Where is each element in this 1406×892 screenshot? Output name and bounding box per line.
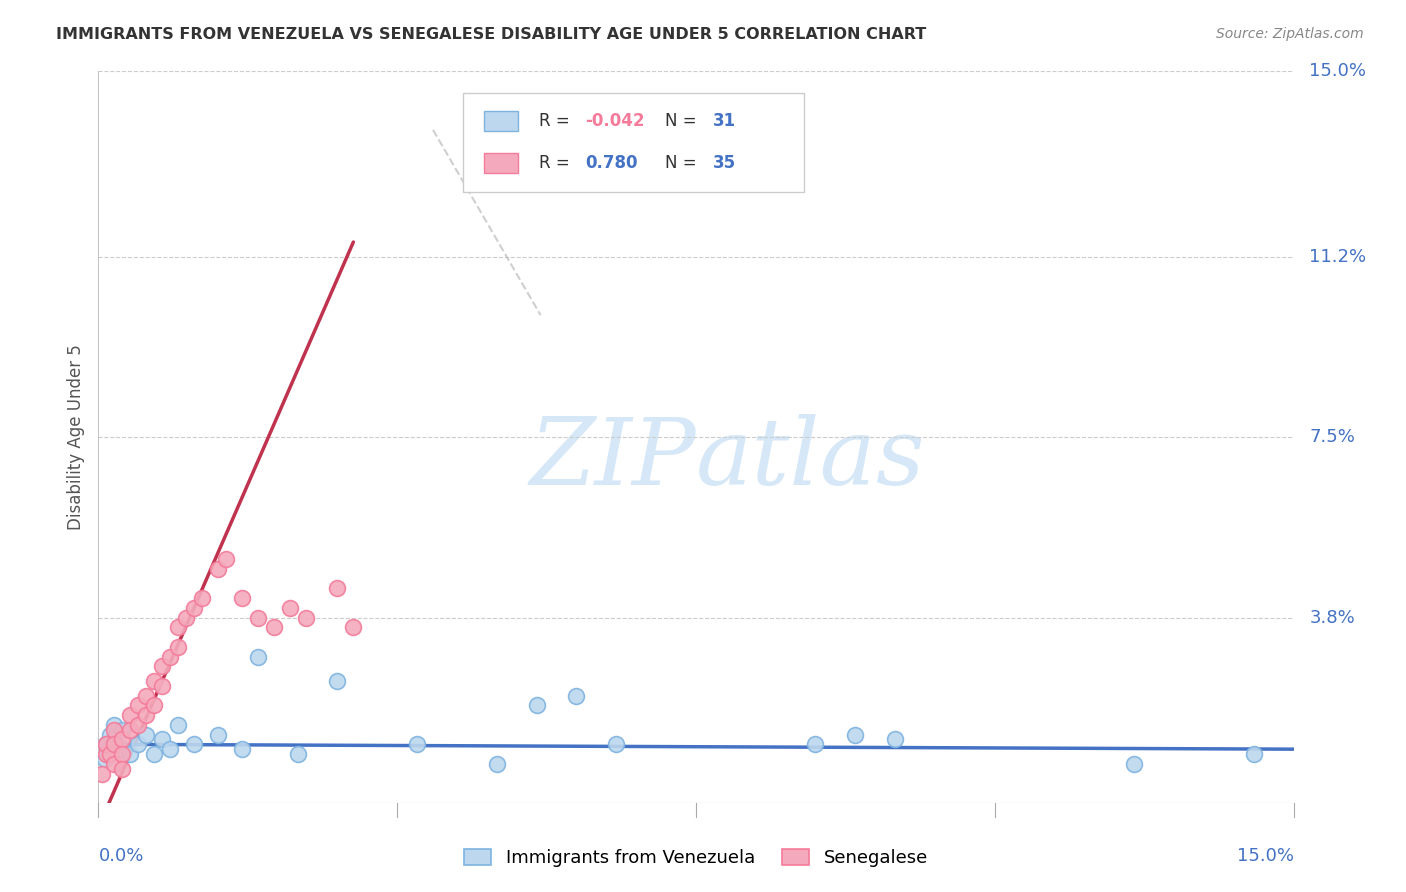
FancyBboxPatch shape: [485, 111, 517, 131]
Point: [150, 679, 173, 693]
Point: [1123, 756, 1146, 771]
Point: [150, 659, 173, 673]
Point: [174, 610, 197, 624]
Point: [143, 698, 166, 713]
Text: 0.780: 0.780: [585, 153, 637, 172]
Point: [804, 737, 827, 751]
Point: [884, 732, 907, 747]
Point: [111, 723, 134, 737]
Point: [159, 742, 181, 756]
Text: atlas: atlas: [696, 414, 925, 504]
Text: 3.8%: 3.8%: [1309, 608, 1355, 626]
Point: [98, 747, 122, 761]
Point: [120, 708, 142, 723]
Text: 35: 35: [713, 153, 735, 172]
Point: [97, 747, 120, 761]
Legend: Immigrants from Venezuela, Senegalese: Immigrants from Venezuela, Senegalese: [457, 841, 935, 874]
Point: [127, 737, 149, 751]
Point: [278, 600, 301, 615]
Text: IMMIGRANTS FROM VENEZUELA VS SENEGALESE DISABILITY AGE UNDER 5 CORRELATION CHART: IMMIGRANTS FROM VENEZUELA VS SENEGALESE …: [56, 27, 927, 42]
Point: [111, 742, 134, 756]
Text: ZIP: ZIP: [529, 414, 696, 504]
Point: [103, 718, 125, 732]
Point: [111, 732, 134, 747]
Point: [120, 747, 142, 761]
Point: [1243, 747, 1265, 761]
Text: 15.0%: 15.0%: [1309, 62, 1367, 80]
Point: [96, 737, 118, 751]
Point: [103, 732, 125, 747]
Point: [326, 673, 349, 688]
Text: 15.0%: 15.0%: [1236, 847, 1294, 864]
FancyBboxPatch shape: [463, 94, 804, 192]
Text: 0.0%: 0.0%: [98, 847, 143, 864]
Point: [96, 747, 118, 761]
Point: [191, 591, 214, 605]
Point: [844, 727, 866, 741]
Y-axis label: Disability Age Under 5: Disability Age Under 5: [66, 344, 84, 530]
Point: [111, 747, 134, 761]
Point: [605, 737, 627, 751]
Point: [103, 737, 125, 751]
Text: 11.2%: 11.2%: [1309, 248, 1367, 266]
Point: [94, 752, 117, 766]
FancyBboxPatch shape: [485, 153, 517, 173]
Point: [127, 698, 149, 713]
Text: Source: ZipAtlas.com: Source: ZipAtlas.com: [1216, 27, 1364, 41]
Point: [167, 620, 190, 634]
Point: [526, 698, 548, 713]
Point: [150, 732, 173, 747]
Point: [120, 723, 142, 737]
Point: [406, 737, 429, 751]
Point: [207, 727, 229, 741]
Point: [183, 600, 205, 615]
Point: [215, 552, 238, 566]
Point: [183, 737, 205, 751]
Point: [98, 727, 122, 741]
Text: -0.042: -0.042: [585, 112, 644, 130]
Point: [135, 727, 157, 741]
Text: R =: R =: [540, 112, 575, 130]
Point: [96, 737, 118, 751]
Text: 31: 31: [713, 112, 735, 130]
Point: [127, 718, 149, 732]
Point: [103, 723, 125, 737]
Text: R =: R =: [540, 153, 575, 172]
Point: [167, 640, 190, 654]
Point: [135, 689, 157, 703]
Text: N =: N =: [665, 153, 702, 172]
Point: [263, 620, 285, 634]
Point: [485, 756, 508, 771]
Point: [167, 718, 190, 732]
Point: [143, 673, 166, 688]
Point: [246, 649, 269, 664]
Text: N =: N =: [665, 112, 702, 130]
Point: [135, 708, 157, 723]
Point: [111, 762, 134, 776]
Point: [231, 591, 253, 605]
Point: [287, 747, 309, 761]
Point: [294, 610, 316, 624]
Point: [231, 742, 253, 756]
Point: [91, 766, 114, 780]
Point: [246, 610, 269, 624]
Point: [143, 747, 166, 761]
Point: [159, 649, 181, 664]
Point: [207, 562, 229, 576]
Point: [565, 689, 588, 703]
Point: [342, 620, 364, 634]
Text: 7.5%: 7.5%: [1309, 428, 1355, 446]
Point: [326, 581, 349, 595]
Point: [103, 756, 125, 771]
